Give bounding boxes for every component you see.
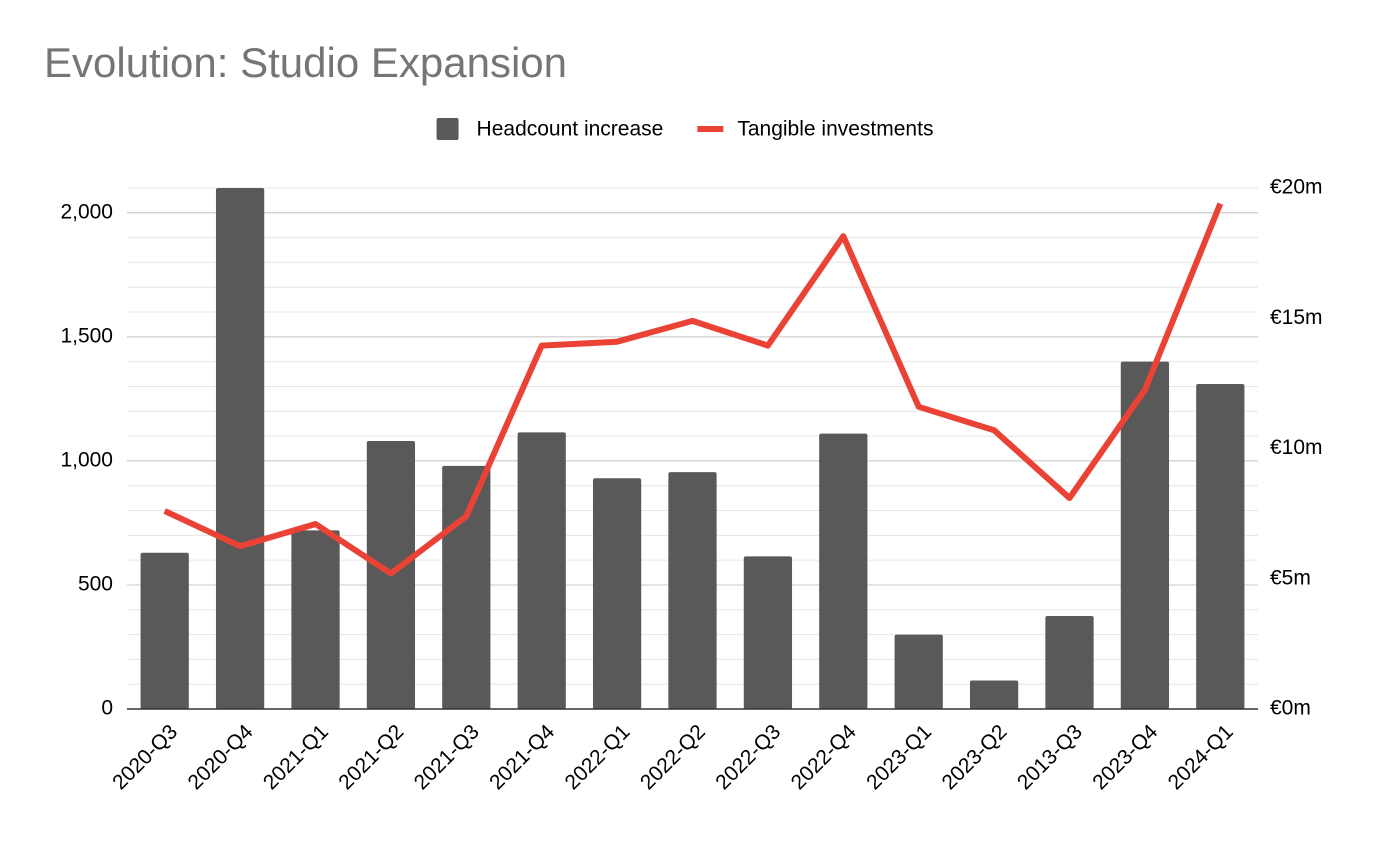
legend-label: Tangible investments — [737, 118, 933, 141]
y-tick-label: 1,500 — [60, 324, 113, 347]
legend-swatch — [436, 118, 459, 140]
x-tick-label: 2020-Q4 — [183, 720, 257, 794]
x-tick-label: 2023-Q2 — [937, 720, 1011, 794]
y2-tick-label: €0m — [1270, 697, 1311, 720]
bar — [215, 188, 265, 709]
bar — [668, 472, 717, 709]
y2-tick-label: €5m — [1270, 566, 1311, 589]
y2-tick-label: €20m — [1270, 176, 1323, 199]
x-tick-label: 2020-Q3 — [108, 720, 182, 794]
x-tick-label: 2022-Q1 — [560, 720, 634, 794]
x-tick-label: 2021-Q3 — [410, 720, 484, 794]
bar — [1045, 615, 1094, 709]
x-tick-label: 2022-Q3 — [711, 720, 785, 794]
y-tick-label: 0 — [101, 697, 113, 720]
legend-label: Headcount increase — [477, 118, 664, 141]
x-tick-label: 2022-Q2 — [636, 720, 710, 794]
bar — [517, 432, 566, 709]
y2-tick-label: €10m — [1270, 436, 1323, 459]
x-tick-label: 2021-Q2 — [334, 720, 408, 794]
y2-tick-label: €15m — [1270, 306, 1323, 329]
bar — [592, 478, 642, 709]
x-tick-label: 2021-Q4 — [485, 720, 559, 794]
line — [163, 202, 1224, 577]
x-tick-label: 2021-Q1 — [259, 720, 333, 794]
chart-title: Evolution: Studio Expansion — [44, 39, 567, 86]
y-tick-label: 1,000 — [60, 448, 113, 471]
bar — [969, 680, 1019, 709]
bar — [1196, 383, 1245, 709]
x-tick-label: 2023-Q1 — [862, 720, 936, 794]
y-tick-label: 500 — [78, 572, 113, 595]
x-tick-label: 2024-Q1 — [1164, 720, 1238, 794]
bar — [894, 634, 943, 709]
bar — [1120, 361, 1170, 709]
bar — [442, 465, 491, 709]
y-tick-label: 2,000 — [60, 200, 113, 223]
x-tick-label: 2022-Q4 — [787, 720, 861, 794]
bar — [291, 530, 340, 709]
x-tick-label: 2023-Q4 — [1088, 720, 1162, 794]
bar — [819, 433, 868, 709]
legend: Headcount increase Tangible investments — [436, 118, 933, 141]
bar — [743, 556, 793, 709]
x-tick-label: 2013-Q3 — [1013, 720, 1087, 794]
bar — [140, 552, 189, 709]
